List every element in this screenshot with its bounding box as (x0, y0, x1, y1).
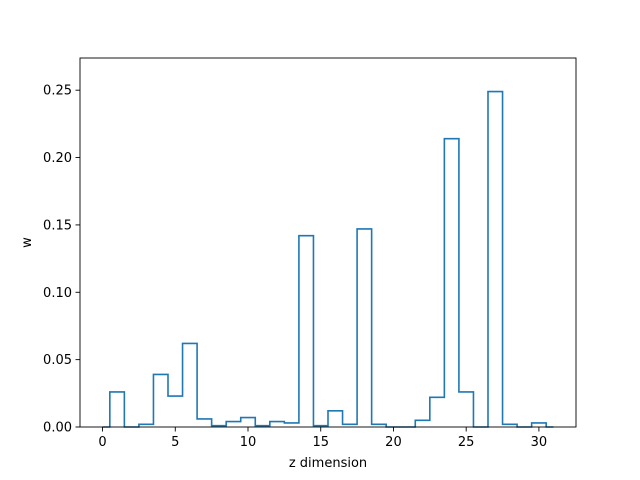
histogram-bin-7 (197, 419, 212, 427)
x-tick-label: 20 (385, 435, 402, 450)
y-tick-label: 0.25 (43, 84, 72, 99)
histogram-bin-18 (357, 229, 372, 427)
histogram-bars (110, 92, 546, 427)
histogram-bin-16 (328, 411, 343, 427)
x-tick-label: 0 (98, 435, 106, 450)
y-axis: 0.00 0.05 0.10 0.15 0.20 0.25 (43, 84, 80, 436)
x-tick-label: 25 (458, 435, 475, 450)
y-tick-label: 0.10 (43, 286, 72, 301)
histogram-bin-14 (299, 236, 314, 427)
x-tick-label: 15 (312, 435, 329, 450)
histogram-bin-1 (110, 392, 125, 427)
histogram-bin-10 (241, 418, 256, 427)
y-tick-label: 0.00 (43, 421, 72, 436)
histogram-bin-5 (168, 396, 183, 427)
histogram-bin-23 (430, 397, 445, 427)
y-tick-label: 0.20 (43, 151, 72, 166)
histogram-bin-4 (153, 374, 168, 427)
y-axis-label: w (20, 237, 35, 248)
x-tick-label: 5 (171, 435, 179, 450)
histogram-bin-22 (415, 420, 430, 427)
x-tick-label: 30 (531, 435, 548, 450)
histogram-bin-9 (226, 422, 241, 427)
histogram-bin-25 (459, 392, 474, 427)
plot-area (79, 57, 577, 428)
x-axis-label: z dimension (289, 456, 367, 471)
histogram-step-outline (102, 90, 554, 428)
histogram-bin-27 (488, 92, 503, 427)
histogram-bin-12 (270, 422, 285, 427)
y-tick-label: 0.15 (43, 218, 72, 233)
histogram-bin-24 (444, 139, 459, 427)
axes-frame (79, 57, 577, 428)
histogram-bin-6 (183, 343, 198, 427)
x-tick-label: 10 (240, 435, 257, 450)
y-tick-label: 0.05 (43, 353, 72, 368)
x-axis: 0 5 10 15 20 25 30 (98, 427, 547, 450)
